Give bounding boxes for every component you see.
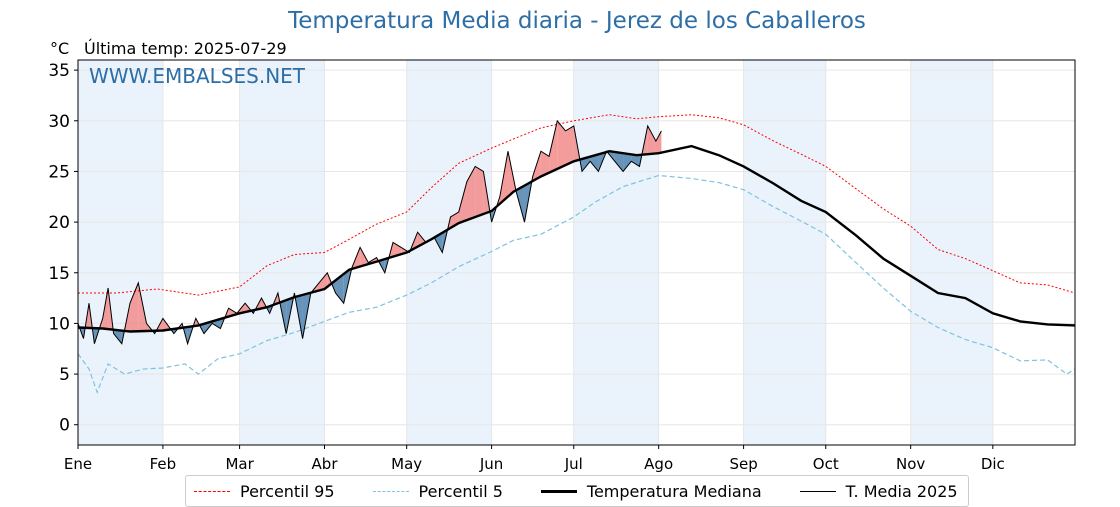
anomaly-fill bbox=[566, 126, 574, 165]
watermark: WWW.EMBALSES.NET bbox=[89, 64, 305, 88]
unit-label: °C bbox=[50, 39, 69, 58]
x-tick-label: May bbox=[391, 455, 422, 473]
legend-item-median: Temperatura Mediana bbox=[533, 482, 792, 501]
x-tick-label: Ene bbox=[64, 455, 92, 473]
y-tick-label: 35 bbox=[48, 61, 70, 81]
legend-label-p5: Percentil 5 bbox=[419, 482, 503, 501]
month-band bbox=[407, 60, 492, 445]
month-band bbox=[240, 60, 325, 445]
y-tick-label: 0 bbox=[59, 416, 70, 436]
legend-label-median: Temperatura Mediana bbox=[587, 482, 762, 501]
chart-title: Temperatura Media diaria - Jerez de los … bbox=[0, 8, 1120, 34]
last-temp-label: Última temp: 2025-07-29 bbox=[84, 39, 287, 58]
x-tick-label: Nov bbox=[896, 455, 925, 473]
x-tick-label: Feb bbox=[150, 455, 177, 473]
anomaly-fill bbox=[557, 121, 565, 169]
anomaly-fill bbox=[475, 166, 483, 217]
x-tick-label: Dic bbox=[981, 455, 1005, 473]
legend-label-p95: Percentil 95 bbox=[240, 482, 335, 501]
legend-item-t2025: T. Media 2025 bbox=[792, 482, 958, 501]
y-tick-label: 10 bbox=[48, 314, 70, 334]
month-band bbox=[911, 60, 993, 445]
y-tick-label: 25 bbox=[48, 162, 70, 182]
y-tick-label: 15 bbox=[48, 264, 70, 284]
x-tick-label: Mar bbox=[225, 455, 254, 473]
x-tick-label: Abr bbox=[312, 455, 339, 473]
y-tick-label: 30 bbox=[48, 112, 70, 132]
legend: Percentil 95 Percentil 5 Temperatura Med… bbox=[185, 475, 969, 507]
y-tick-label: 5 bbox=[59, 365, 70, 385]
x-tick-label: Jun bbox=[479, 455, 503, 473]
anomaly-fill bbox=[549, 121, 557, 173]
x-tick-label: Jul bbox=[564, 455, 583, 473]
month-band bbox=[744, 60, 826, 445]
y-tick-label: 20 bbox=[48, 213, 70, 233]
x-axis-ticks: Ene Feb Mar Abr May Jun Jul Ago Sep Oct Nov Dic bbox=[64, 445, 1005, 473]
legend-item-p5: Percentil 5 bbox=[365, 482, 533, 501]
legend-label-t2025: T. Media 2025 bbox=[846, 482, 958, 501]
month-band bbox=[78, 60, 163, 445]
legend-swatch-median bbox=[541, 490, 577, 493]
legend-swatch-p5 bbox=[373, 491, 409, 492]
x-tick-label: Sep bbox=[729, 455, 757, 473]
legend-swatch-t2025 bbox=[800, 491, 836, 492]
x-tick-label: Ago bbox=[644, 455, 673, 473]
x-tick-label: Oct bbox=[813, 455, 839, 473]
legend-item-p95: Percentil 95 bbox=[186, 482, 365, 501]
y-axis-ticks: 0 5 10 15 20 25 30 35 bbox=[48, 61, 78, 436]
month-bands bbox=[78, 60, 993, 445]
legend-swatch-p95 bbox=[194, 491, 230, 492]
